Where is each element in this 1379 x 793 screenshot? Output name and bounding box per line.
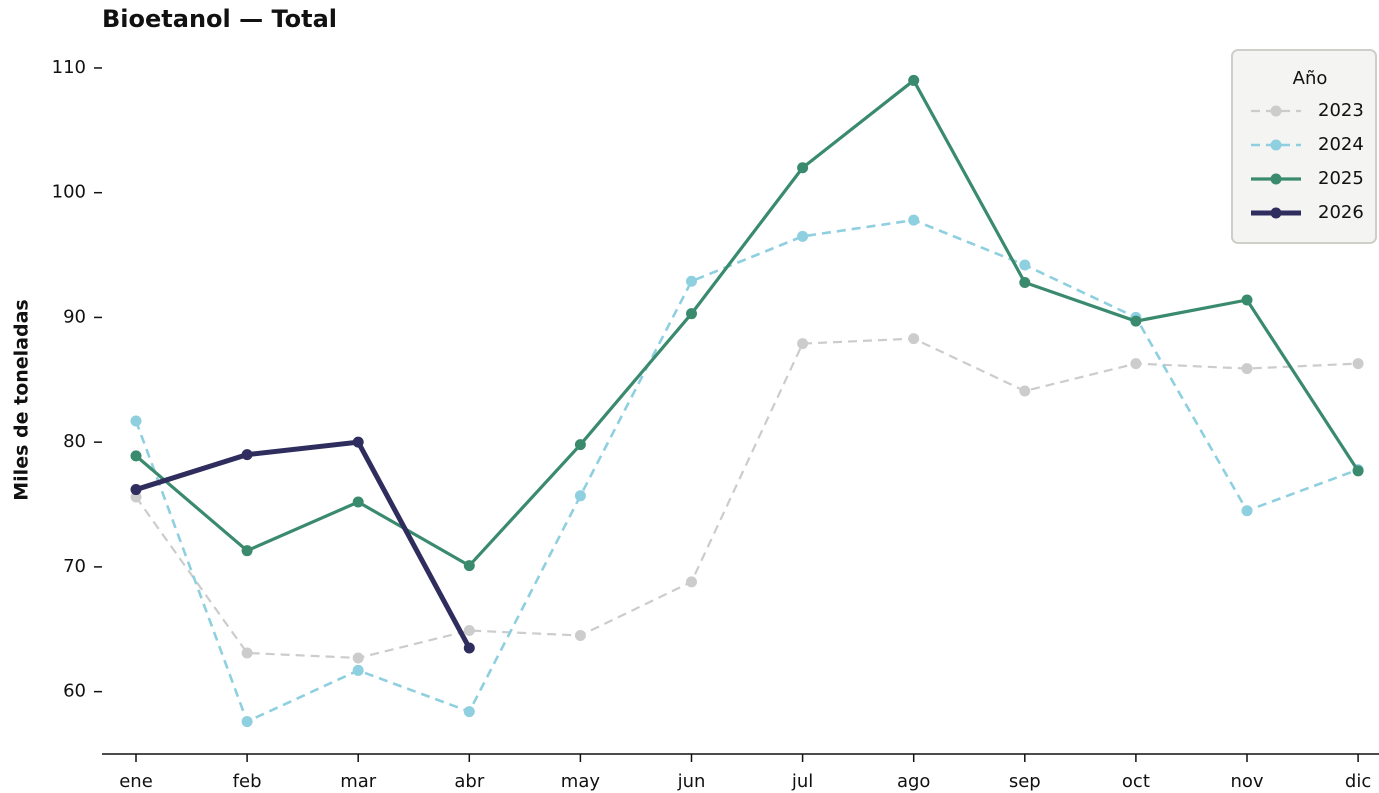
legend-box: [1231, 49, 1377, 244]
series-line: [135, 439, 472, 650]
point: [908, 74, 920, 86]
point: [908, 214, 920, 226]
x-tick-label: ago: [897, 771, 930, 792]
legend-label: 2026: [1318, 202, 1364, 223]
point: [797, 230, 809, 242]
point: [130, 450, 142, 462]
point: [241, 545, 253, 557]
point: [797, 162, 809, 174]
x-tick-label: jul: [791, 771, 813, 792]
point: [574, 490, 586, 502]
legend-marker: [1270, 139, 1282, 151]
point: [1019, 259, 1031, 271]
point: [352, 664, 364, 676]
point: [574, 439, 586, 451]
x-tick-label: jun: [677, 771, 706, 792]
x-tick-label: dic: [1345, 771, 1371, 792]
point: [1241, 505, 1253, 517]
legend-label: 2023: [1318, 100, 1364, 121]
point: [908, 333, 920, 345]
x-tick-label: abr: [454, 771, 484, 792]
point: [463, 706, 475, 718]
y-tick-label: 80: [63, 431, 86, 452]
point: [241, 647, 253, 659]
point: [1019, 277, 1031, 289]
x-tick-label: mar: [340, 771, 377, 792]
point: [1241, 294, 1253, 306]
y-axis-label: Miles de toneladas: [11, 299, 33, 500]
point: [463, 625, 475, 637]
point: [463, 560, 475, 572]
y-tick-label: 100: [52, 182, 86, 203]
x-tick-label: oct: [1122, 771, 1150, 792]
point: [130, 484, 142, 496]
point: [352, 496, 364, 508]
point: [352, 436, 364, 448]
y-tick-label: 70: [63, 556, 86, 577]
point: [686, 308, 697, 320]
legend-label: 2024: [1318, 134, 1364, 155]
x-tick-label: feb: [233, 771, 262, 792]
x-tick-label: nov: [1230, 771, 1263, 792]
legend-marker: [1270, 105, 1282, 117]
series-line: [134, 78, 1360, 568]
y-tick-label: 60: [63, 681, 86, 702]
point: [1130, 358, 1142, 370]
y-tick-label: 90: [63, 306, 86, 327]
chart-title: Bioetanol — Total: [102, 5, 337, 33]
point: [1019, 385, 1031, 397]
point: [686, 576, 697, 588]
point: [686, 275, 697, 287]
point: [1352, 358, 1364, 370]
point: [797, 338, 809, 350]
point: [1241, 363, 1253, 375]
series-line: [135, 337, 1359, 660]
series-line: [134, 218, 1359, 724]
point: [241, 449, 253, 461]
y-tick-label: 110: [52, 57, 86, 78]
legend-title: Año: [1293, 68, 1328, 89]
legend-label: 2025: [1318, 168, 1364, 189]
point: [574, 630, 586, 642]
legend-marker: [1270, 207, 1282, 219]
legend-marker: [1270, 173, 1282, 185]
point: [1130, 315, 1142, 327]
point: [241, 716, 253, 728]
x-tick-label: ene: [119, 771, 153, 792]
point: [1352, 465, 1364, 477]
x-tick-label: may: [561, 771, 601, 792]
point: [352, 652, 364, 664]
point: [130, 415, 142, 427]
point: [463, 642, 475, 654]
x-tick-label: sep: [1009, 771, 1041, 792]
